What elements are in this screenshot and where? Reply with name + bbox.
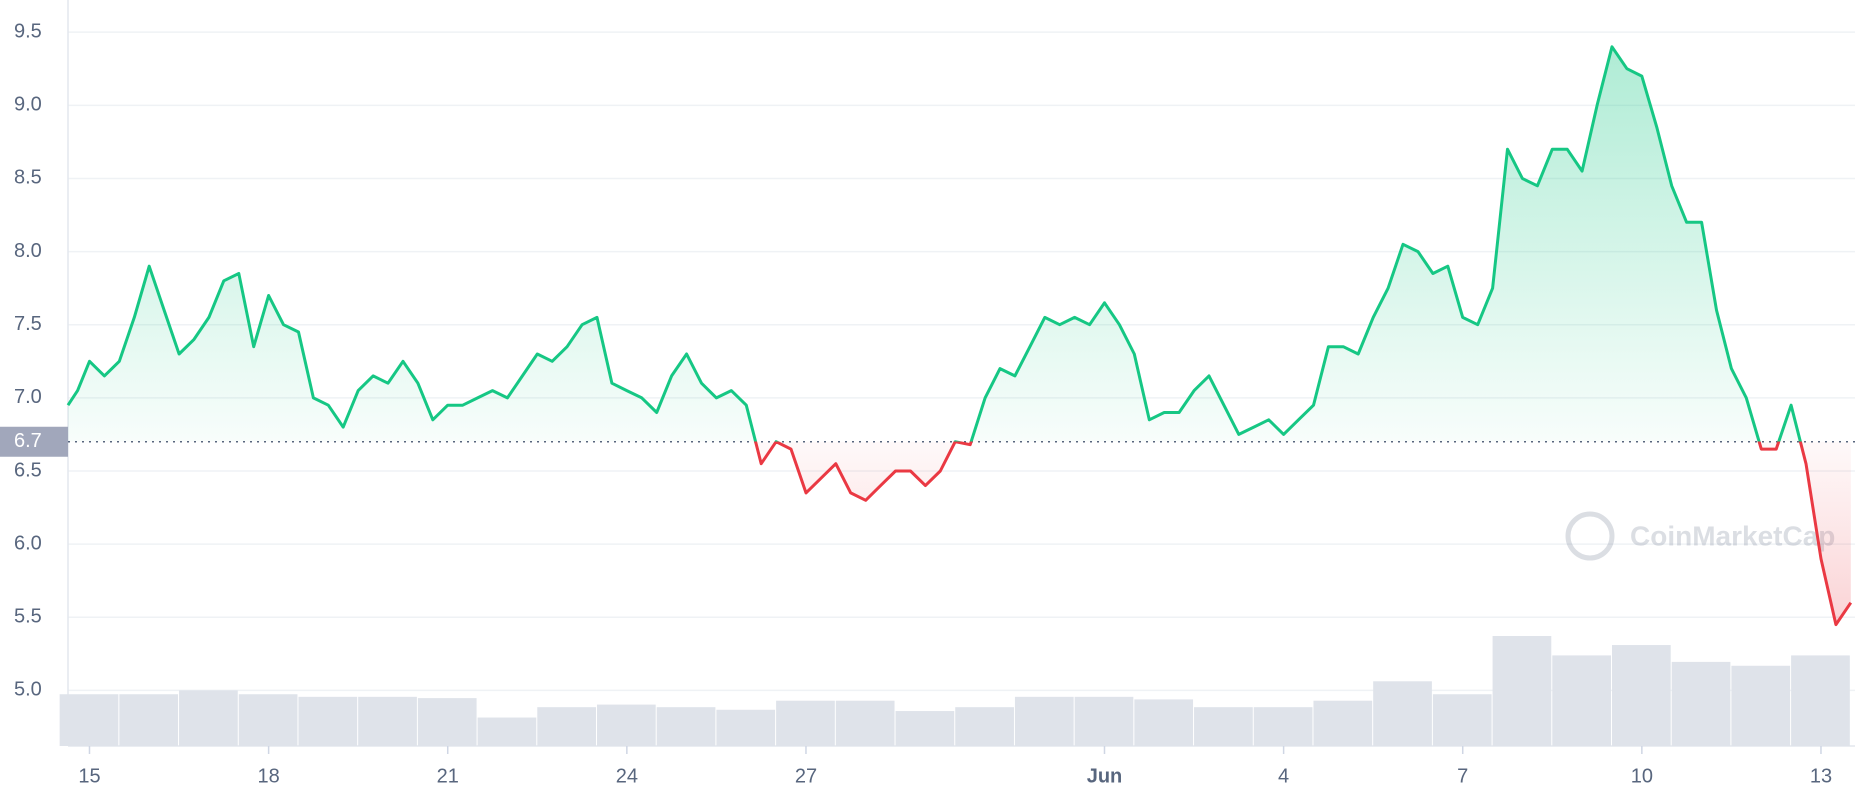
baseline-label: 6.7	[14, 430, 42, 452]
volume-bar	[656, 707, 716, 746]
volume-bar	[1134, 699, 1194, 746]
x-tick-label: 27	[795, 765, 817, 787]
x-tick-label: 15	[78, 765, 100, 787]
x-tick-label: 4	[1278, 765, 1289, 787]
volume-bar	[596, 704, 656, 746]
watermark: CoinMarketCap	[1565, 511, 1835, 561]
watermark-text: CoinMarketCap	[1630, 520, 1835, 551]
volume-bar	[1253, 707, 1313, 746]
x-tick-label: 24	[616, 765, 638, 787]
y-tick-label: 7.0	[14, 386, 42, 408]
area	[68, 46, 1851, 625]
volume-bar	[1731, 665, 1791, 746]
volume-bar	[716, 709, 776, 746]
volume-bar	[417, 698, 477, 746]
x-tick-label: 7	[1457, 765, 1468, 787]
volume-bar	[1791, 655, 1850, 746]
y-tick-label: 7.5	[14, 313, 42, 335]
x-tick-label: 21	[437, 765, 459, 787]
volume-bar	[955, 707, 1014, 746]
x-tick-label: 18	[257, 765, 279, 787]
y-tick-label: 8.0	[14, 240, 42, 262]
volume-bar	[1074, 696, 1134, 746]
watermark-logo	[1565, 511, 1615, 561]
volume-bar	[1373, 681, 1432, 746]
volume-bar	[537, 707, 596, 746]
volume-bar	[1611, 645, 1671, 746]
volume-bar	[179, 690, 238, 746]
volume-bar	[835, 700, 895, 746]
volume-bar	[776, 700, 835, 746]
volume-bar	[895, 711, 955, 746]
volume-bar	[1313, 700, 1373, 746]
y-tick-label: 6.5	[14, 459, 42, 481]
volume-bar	[358, 696, 417, 746]
y-tick-label: 5.0	[14, 679, 42, 701]
y-tick-label: 5.5	[14, 606, 42, 628]
volume-bar	[59, 694, 119, 746]
volume-bar	[1194, 707, 1253, 746]
volume-bar	[1014, 696, 1074, 746]
volume-bar	[1492, 636, 1552, 746]
baseline-label-box	[0, 426, 68, 457]
x-tick-label: Jun	[1087, 765, 1123, 787]
x-tick-label: 10	[1631, 765, 1653, 787]
volume-bar	[298, 696, 358, 746]
x-tick-label: 13	[1810, 765, 1832, 787]
volume-bar	[1552, 655, 1611, 746]
volume-bar	[1432, 694, 1492, 746]
price-line	[66, 45, 1853, 627]
y-tick-label: 9.0	[14, 94, 42, 116]
y-tick-label: 9.5	[14, 20, 42, 42]
y-tick-label: 8.5	[14, 167, 42, 189]
y-tick-label: 6.0	[14, 532, 42, 554]
volume-bar	[477, 717, 537, 746]
volume-bar	[238, 694, 298, 746]
volume-bar	[1671, 661, 1731, 746]
volume-bar	[119, 694, 179, 746]
